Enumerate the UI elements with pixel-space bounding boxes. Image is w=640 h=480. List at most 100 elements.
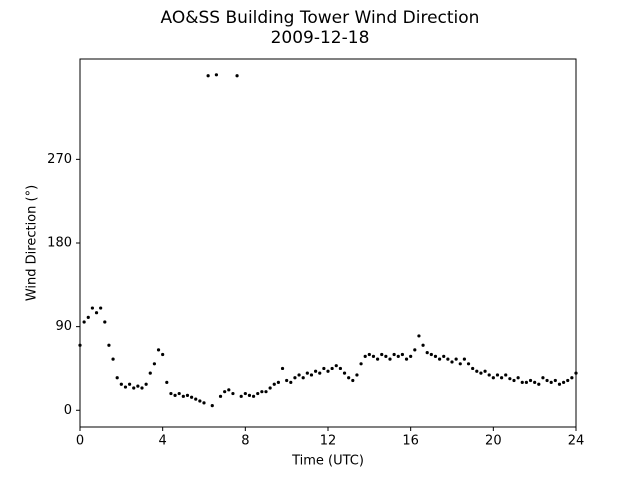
data-point <box>508 377 512 381</box>
data-point <box>355 373 359 377</box>
data-point <box>289 380 293 384</box>
data-point <box>570 376 574 380</box>
data-point <box>429 352 433 357</box>
data-point <box>533 380 537 384</box>
x-axis-label: Time (UTC) <box>291 454 364 469</box>
data-point <box>190 395 194 399</box>
data-point <box>78 343 82 347</box>
y-tick-label: 90 <box>55 319 72 334</box>
data-point <box>123 385 128 389</box>
data-point <box>276 380 280 384</box>
data-point <box>301 376 305 380</box>
data-point <box>404 357 409 361</box>
data-point <box>371 354 376 358</box>
y-tick-label: 180 <box>47 236 72 251</box>
data-point <box>504 373 508 377</box>
data-point <box>206 74 210 78</box>
data-point <box>566 378 570 383</box>
data-point <box>280 366 285 371</box>
data-point <box>520 380 524 384</box>
data-point <box>293 376 297 380</box>
data-point <box>177 391 181 396</box>
data-point <box>363 354 367 358</box>
data-point <box>483 369 487 373</box>
data-point <box>500 376 504 380</box>
data-point <box>450 360 454 364</box>
data-point <box>128 382 132 386</box>
data-point <box>165 380 169 384</box>
y-tick-label: 0 <box>64 403 72 418</box>
data-point <box>161 352 165 357</box>
data-point <box>285 378 289 383</box>
data-point <box>396 354 400 358</box>
data-point <box>181 394 185 398</box>
data-point <box>376 357 380 361</box>
y-axis-label: Wind Direction (°) <box>25 185 40 301</box>
data-point <box>512 378 516 383</box>
data-point <box>169 391 173 396</box>
data-point <box>256 391 260 396</box>
data-point <box>94 311 99 315</box>
x-tick-label: 8 <box>241 434 249 449</box>
x-tick-label: 0 <box>76 434 84 449</box>
data-point <box>144 382 148 386</box>
data-point <box>260 390 264 394</box>
data-point <box>421 343 425 347</box>
data-point <box>264 390 268 394</box>
data-point <box>272 382 276 386</box>
data-point <box>491 376 495 380</box>
data-point <box>82 320 86 324</box>
data-point <box>413 348 417 352</box>
x-tick-label: 12 <box>320 434 337 449</box>
data-point <box>115 376 119 380</box>
data-point <box>446 357 450 361</box>
data-point <box>111 357 115 361</box>
data-point <box>318 371 322 375</box>
data-point <box>433 354 438 358</box>
data-point <box>425 351 429 355</box>
data-point <box>462 357 466 361</box>
data-point <box>235 74 239 78</box>
data-point <box>309 373 314 377</box>
data-point <box>516 376 520 380</box>
data-point <box>132 386 136 390</box>
data-point <box>466 362 471 366</box>
data-point <box>524 380 529 384</box>
data-point <box>541 376 545 380</box>
data-point <box>342 371 347 375</box>
x-tick-label: 24 <box>568 434 585 449</box>
data-point <box>326 369 330 373</box>
data-point <box>549 380 553 384</box>
data-point <box>202 401 206 405</box>
data-point <box>156 348 161 352</box>
x-tick-label: 4 <box>159 434 167 449</box>
data-point <box>442 354 446 358</box>
data-point <box>243 391 247 396</box>
data-point <box>322 366 326 371</box>
data-point <box>487 373 491 377</box>
data-point <box>454 357 458 361</box>
data-point <box>119 382 123 386</box>
data-point <box>305 371 309 375</box>
data-point <box>400 352 404 357</box>
data-point <box>557 382 562 386</box>
data-point <box>562 380 566 384</box>
data-point <box>438 357 442 361</box>
data-point <box>338 366 342 371</box>
data-point <box>268 386 272 390</box>
data-point <box>334 364 338 368</box>
data-point <box>367 352 371 357</box>
data-point <box>417 334 421 338</box>
data-point <box>218 394 223 398</box>
data-point <box>194 397 198 401</box>
data-point <box>574 371 578 375</box>
data-point <box>409 354 413 358</box>
data-point <box>239 394 243 398</box>
data-point <box>90 306 94 310</box>
data-point <box>185 393 190 398</box>
data-point <box>148 371 152 375</box>
data-point <box>231 391 235 396</box>
data-point <box>479 371 483 375</box>
data-point <box>359 362 363 366</box>
